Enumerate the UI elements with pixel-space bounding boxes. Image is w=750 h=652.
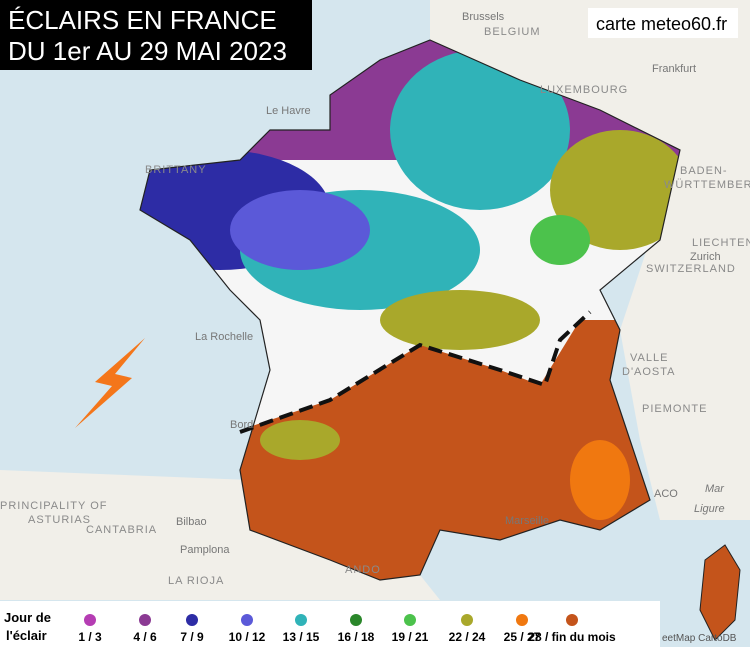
place: Frankfurt (652, 63, 696, 75)
corsica (699, 544, 741, 641)
legend-items: 1 / 3 4 / 6 7 / 9 10 / 12 13 / 15 16 / 18 19 /… (78, 614, 616, 644)
place: Mar (705, 483, 725, 495)
legend-swatch (295, 614, 307, 626)
place: CANTABRIA (86, 524, 157, 536)
legend-label: 25 / 27 (504, 630, 541, 644)
legend-title: Jour de (4, 610, 51, 625)
legend-swatch (566, 614, 578, 626)
place: ANDO (345, 564, 381, 576)
place: Marseille (505, 515, 549, 527)
place: Bilbao (176, 516, 207, 528)
place: LUXEMBOURG (540, 84, 628, 96)
place: BADEN- (680, 165, 728, 177)
place: BELGIUM (484, 26, 541, 38)
legend-swatch (186, 614, 198, 626)
legend-swatch (84, 614, 96, 626)
legend-title: l'éclair (6, 628, 47, 643)
place: WÜRTTEMBERG (664, 179, 750, 191)
title-box (0, 0, 312, 70)
legend-swatch (404, 614, 416, 626)
place: BRITTANY (145, 164, 207, 176)
place-labels: Brussels BELGIUM Frankfurt LUXEMBOURG Le… (0, 11, 750, 587)
title: ÉCLAIRS EN FRANCE (8, 5, 277, 35)
legend-swatch (516, 614, 528, 626)
legend-swatch (350, 614, 362, 626)
france-border (139, 39, 681, 581)
place: La Rochelle (195, 331, 253, 343)
place: PRINCIPALITY OF (0, 500, 108, 512)
place: ASTURIAS (28, 514, 91, 526)
legend-swatch (461, 614, 473, 626)
legend-label: 10 / 12 (229, 630, 266, 644)
legend-label: 7 / 9 (180, 630, 204, 644)
place: LIECHTEN (692, 237, 750, 249)
place: D'AOSTA (622, 366, 676, 378)
legend-box (0, 601, 660, 647)
place: Ligure (694, 503, 725, 515)
legend-label: 4 / 6 (133, 630, 157, 644)
attribution: eetMap CartoDB (662, 633, 737, 644)
boundary-line (239, 310, 592, 434)
place: Brussels (462, 11, 505, 23)
legend-label: 16 / 18 (338, 630, 375, 644)
source-box (588, 8, 738, 38)
lightning-icon (75, 338, 145, 428)
legend-swatch (241, 614, 253, 626)
legend-label: 22 / 24 (449, 630, 486, 644)
place: Zurich (690, 251, 721, 263)
place: VALLE (630, 352, 668, 364)
source: carte meteo60.fr (596, 14, 727, 34)
place: SWITZERLAND (646, 263, 736, 275)
land-east (430, 0, 750, 520)
place: ACO (654, 488, 678, 500)
place: Pamplona (180, 544, 230, 556)
title: DU 1er AU 29 MAI 2023 (8, 36, 287, 66)
legend-label: 28 / fin du mois (528, 630, 616, 644)
land-spain (0, 470, 440, 600)
place: PIEMONTE (642, 403, 707, 415)
place: LA RIOJA (168, 575, 224, 587)
legend-label: 13 / 15 (283, 630, 320, 644)
place: Le Havre (266, 105, 311, 117)
legend-label: 19 / 21 (392, 630, 429, 644)
place: Bord (230, 419, 253, 431)
legend-swatch (139, 614, 151, 626)
legend-label: 1 / 3 (78, 630, 102, 644)
